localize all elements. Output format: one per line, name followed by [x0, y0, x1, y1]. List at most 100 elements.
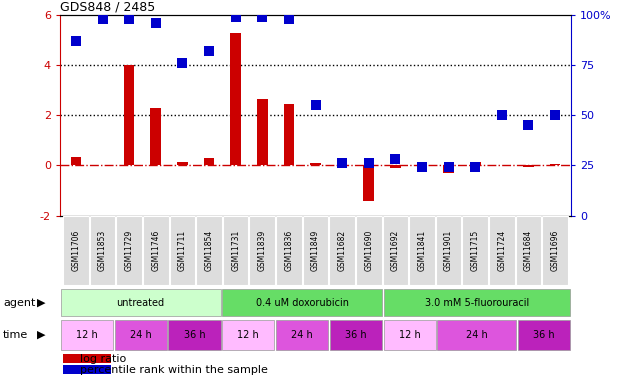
Bar	[249, 216, 275, 285]
Bar	[204, 158, 215, 165]
Bar	[61, 320, 113, 350]
Point	[337, 160, 347, 166]
Bar	[416, 165, 427, 172]
Text: GSM11729: GSM11729	[125, 230, 134, 271]
Bar	[410, 216, 435, 285]
Bar	[63, 216, 89, 285]
Bar	[61, 290, 221, 316]
Bar	[444, 165, 454, 173]
Bar	[150, 108, 161, 165]
Point	[71, 38, 81, 44]
Text: GSM11854: GSM11854	[204, 230, 213, 271]
Point	[257, 14, 268, 20]
Bar	[71, 157, 81, 165]
Point	[230, 14, 240, 20]
Bar	[62, 365, 110, 374]
Bar	[489, 216, 515, 285]
Text: 12 h: 12 h	[399, 330, 420, 340]
Text: ▶: ▶	[37, 298, 45, 308]
Bar	[116, 216, 142, 285]
Bar	[230, 33, 241, 165]
Bar	[276, 320, 328, 350]
Text: GDS848 / 2485: GDS848 / 2485	[60, 1, 155, 14]
Point	[470, 165, 480, 171]
Text: untreated: untreated	[117, 298, 165, 308]
Point	[417, 165, 427, 171]
Bar	[90, 216, 115, 285]
Bar	[222, 320, 274, 350]
Point	[177, 60, 187, 66]
Text: 24 h: 24 h	[466, 330, 488, 340]
Bar	[329, 216, 355, 285]
Bar	[168, 320, 221, 350]
Point	[151, 20, 161, 26]
Text: 24 h: 24 h	[291, 330, 313, 340]
Bar	[62, 354, 110, 363]
Bar	[518, 320, 570, 350]
Point	[363, 160, 374, 166]
Text: GSM11836: GSM11836	[285, 230, 293, 271]
Point	[550, 112, 560, 118]
Bar	[124, 65, 134, 165]
Bar	[310, 163, 321, 165]
Text: time: time	[3, 330, 28, 340]
Bar	[223, 216, 249, 285]
Text: 12 h: 12 h	[76, 330, 98, 340]
Bar	[384, 290, 570, 316]
Bar	[276, 216, 302, 285]
Point	[284, 16, 294, 22]
Text: GSM11715: GSM11715	[471, 230, 480, 271]
Text: percentile rank within the sample: percentile rank within the sample	[80, 365, 268, 375]
Bar	[463, 216, 488, 285]
Bar	[143, 216, 168, 285]
Text: GSM11839: GSM11839	[257, 230, 267, 271]
Text: GSM11853: GSM11853	[98, 230, 107, 271]
Bar	[437, 320, 516, 350]
Bar	[356, 216, 382, 285]
Bar	[283, 104, 294, 165]
Bar	[542, 216, 568, 285]
Text: GSM11901: GSM11901	[444, 230, 453, 271]
Point	[444, 165, 454, 171]
Text: GSM11849: GSM11849	[311, 230, 320, 271]
Point	[524, 122, 534, 128]
Text: 3.0 mM 5-fluorouracil: 3.0 mM 5-fluorouracil	[425, 298, 529, 308]
Bar	[196, 216, 222, 285]
Point	[204, 48, 214, 54]
Text: agent: agent	[3, 298, 35, 308]
Point	[310, 102, 321, 108]
Bar	[384, 320, 436, 350]
Bar	[550, 164, 560, 165]
Bar	[177, 162, 188, 165]
Text: GSM11696: GSM11696	[551, 230, 560, 271]
Text: GSM11684: GSM11684	[524, 230, 533, 271]
Text: GSM11706: GSM11706	[71, 230, 80, 271]
Text: 36 h: 36 h	[345, 330, 367, 340]
Text: GSM11731: GSM11731	[231, 230, 240, 271]
Text: GSM11746: GSM11746	[151, 230, 160, 271]
Point	[391, 156, 401, 162]
Bar	[363, 165, 374, 201]
Bar	[390, 165, 401, 168]
Text: ▶: ▶	[37, 330, 45, 340]
Bar	[115, 320, 167, 350]
Text: log ratio: log ratio	[80, 354, 127, 364]
Point	[97, 16, 107, 22]
Bar	[337, 165, 348, 168]
Bar	[170, 216, 195, 285]
Text: GSM11682: GSM11682	[338, 230, 346, 271]
Text: 12 h: 12 h	[237, 330, 259, 340]
Text: 36 h: 36 h	[533, 330, 555, 340]
Text: GSM11690: GSM11690	[364, 230, 374, 271]
Text: 0.4 uM doxorubicin: 0.4 uM doxorubicin	[256, 298, 348, 308]
Bar	[436, 216, 461, 285]
Bar	[470, 162, 481, 165]
Text: 24 h: 24 h	[130, 330, 151, 340]
Text: GSM11841: GSM11841	[418, 230, 427, 271]
Point	[497, 112, 507, 118]
Bar	[516, 216, 541, 285]
Text: GSM11692: GSM11692	[391, 230, 400, 271]
Bar	[523, 165, 534, 167]
Text: GSM11724: GSM11724	[497, 230, 506, 271]
Bar	[257, 99, 268, 165]
